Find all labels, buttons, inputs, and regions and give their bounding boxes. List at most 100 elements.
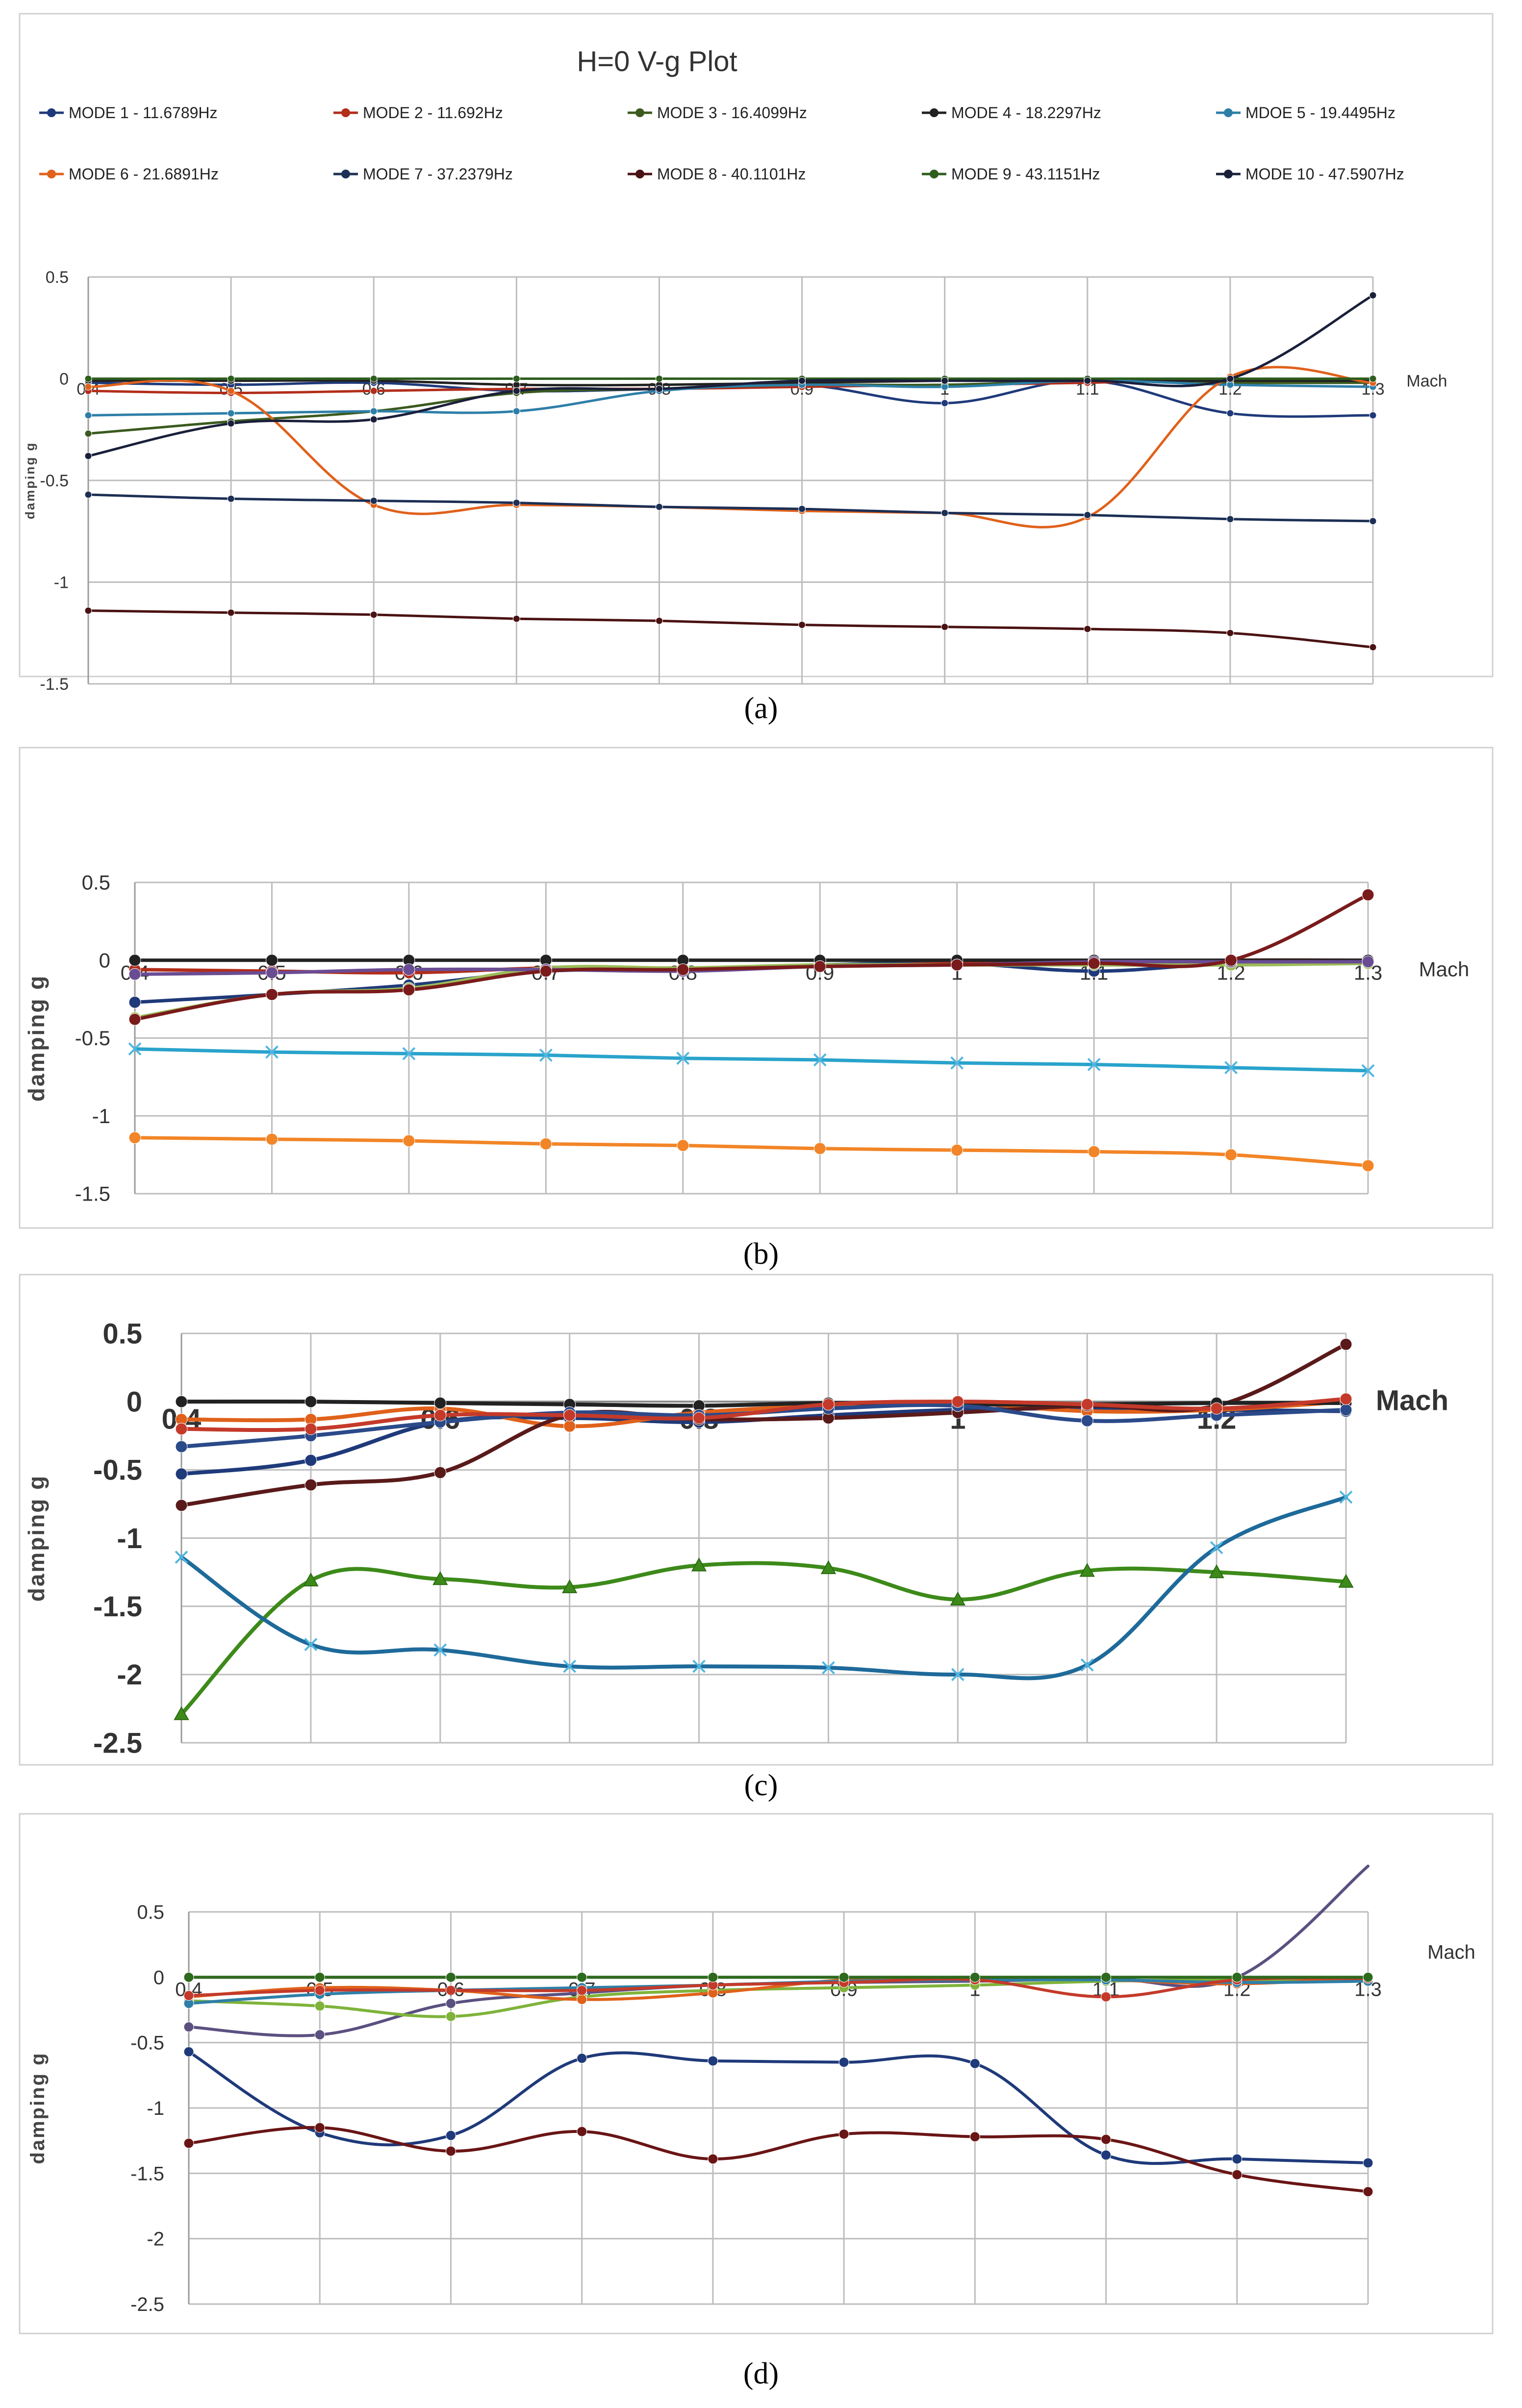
legend-entry: MODE 10 - 47.5907Hz (1216, 165, 1404, 183)
legend-label: MDOE 5 - 19.4495Hz (1245, 104, 1395, 122)
panel-caption: (c) (744, 1769, 778, 1802)
data-point (1369, 411, 1377, 419)
data-point (677, 963, 689, 976)
data-point (655, 503, 663, 511)
data-point (577, 1994, 587, 2005)
data-point (445, 1972, 456, 1982)
data-point (1369, 517, 1377, 525)
x-axis-label: Mach (1427, 1941, 1475, 1963)
chart-frame (19, 13, 1494, 677)
data-point (969, 1972, 980, 1982)
data-point (84, 375, 92, 382)
data-point (1210, 1541, 1223, 1555)
series-path (133, 1047, 1370, 1073)
data-point (175, 1440, 188, 1453)
data-point (1363, 1972, 1373, 1982)
chart-a: 0.50-0.5-1-1.50.40.50.60.70.80.911.11.21… (19, 13, 1494, 725)
data-point (445, 2011, 456, 2022)
series-line (183, 2122, 1373, 2197)
data-point (1101, 1991, 1112, 2002)
data-point (370, 497, 378, 504)
series-path (179, 1400, 1348, 1429)
data-point (941, 399, 949, 407)
data-point (265, 1045, 279, 1059)
data-point (183, 1990, 194, 2001)
data-point (512, 407, 520, 415)
data-point (432, 1571, 448, 1585)
x-axis-label: Mach (1406, 372, 1447, 391)
data-point (175, 1468, 188, 1480)
data-point (84, 430, 92, 438)
y-tick-label: -0.5 (75, 1027, 110, 1050)
legend-marker (635, 170, 644, 178)
y-tick-label: -1.5 (130, 2163, 164, 2184)
legend-entry: MODE 7 - 37.2379Hz (333, 165, 513, 183)
data-point (577, 2126, 587, 2137)
data-point (1101, 2134, 1112, 2145)
data-point (563, 1659, 577, 1673)
series-path (179, 1399, 1348, 1408)
data-point (1232, 2154, 1243, 2164)
data-point (1226, 381, 1234, 389)
data-point (175, 1551, 188, 1564)
y-tick-label: -1.5 (75, 1182, 110, 1205)
y-tick-label: -0.5 (130, 2032, 164, 2054)
series-path (87, 493, 1374, 523)
legend-label: MODE 9 - 43.1151Hz (951, 165, 1100, 183)
data-point (820, 1560, 837, 1574)
chart-frame (19, 1274, 1494, 1766)
data-point (128, 954, 141, 967)
chart-frame (19, 1813, 1494, 2334)
data-point (941, 509, 949, 517)
data-point (1226, 629, 1234, 637)
data-point (1079, 1563, 1095, 1577)
y-axis-label: damping g (23, 442, 37, 519)
panel-caption: (b) (743, 1237, 779, 1271)
legend-entry: MODE 8 - 40.1101Hz (628, 165, 806, 183)
chart-c: 0.50-0.5-1-1.5-2-2.50.40.60.811.2Machdam… (19, 1274, 1494, 1802)
data-point (708, 2056, 718, 2066)
data-point (708, 2154, 718, 2164)
data-point (1362, 1159, 1374, 1172)
data-point (1101, 2150, 1112, 2160)
data-point (1224, 1061, 1238, 1075)
y-tick-label: 0 (99, 949, 110, 972)
data-point (370, 387, 378, 395)
data-point (951, 1144, 964, 1156)
data-point (434, 1397, 447, 1409)
y-axis-label: damping g (24, 975, 49, 1102)
data-point (84, 383, 92, 391)
data-point (1081, 1414, 1093, 1427)
data-point (175, 1395, 188, 1408)
data-point (655, 385, 663, 393)
y-tick-label: 0 (127, 1386, 142, 1418)
y-tick-label: 0.5 (137, 1902, 164, 1923)
data-point (676, 1052, 690, 1065)
data-point (1338, 1574, 1354, 1588)
data-point (1209, 1564, 1224, 1579)
data-point (227, 387, 235, 395)
data-point (1363, 2157, 1373, 2168)
y-tick-label: 0.5 (82, 871, 110, 894)
y-tick-label: -1 (117, 1523, 142, 1555)
data-point (1361, 1064, 1375, 1078)
data-point (265, 1133, 278, 1146)
data-point (1340, 1404, 1352, 1416)
data-point (1340, 1393, 1352, 1405)
series-path (87, 609, 1374, 649)
data-point (969, 2058, 980, 2069)
y-tick-label: 0.5 (102, 1318, 142, 1350)
legend-entry: MODE 2 - 11.692Hz (333, 104, 503, 122)
data-point (512, 387, 520, 395)
legend-label: MODE 7 - 37.2379Hz (363, 165, 513, 183)
data-point (1081, 1398, 1093, 1411)
data-point (798, 377, 806, 385)
series-line (84, 291, 1377, 460)
data-point (1369, 291, 1377, 299)
data-point (577, 1972, 587, 1982)
data-point (969, 2132, 980, 2142)
data-point (1088, 1145, 1100, 1158)
y-tick-label: -2.5 (93, 1727, 142, 1759)
data-point (813, 960, 826, 973)
